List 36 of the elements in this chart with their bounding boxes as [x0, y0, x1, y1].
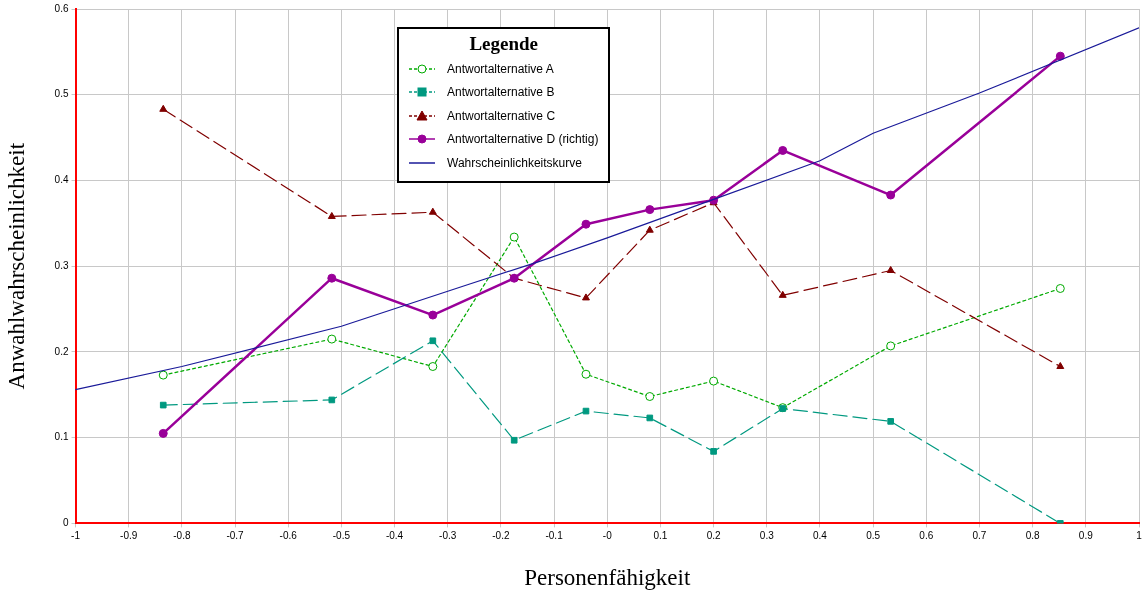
y-axis-title: Anwahlwahrscheinlichkeit	[3, 142, 29, 390]
x-tick-label: 0.9	[1078, 530, 1094, 542]
x-tick-label: -0	[602, 530, 613, 542]
y-tick-label: 0.4	[54, 174, 69, 186]
x-axis-title: Personenfähigkeit	[524, 565, 691, 591]
y-tick-label: 0.1	[54, 431, 69, 443]
x-tick-label: 1	[1136, 530, 1143, 542]
x-tick-label: -0.8	[173, 530, 191, 542]
x-tick-label: 0.1	[653, 530, 668, 542]
x-tick-label: -0.1	[545, 530, 564, 542]
y-tick-label: 0.6	[54, 2, 69, 14]
legend-label: Antwortalternative D (richtig)	[447, 132, 599, 147]
x-tick-label: -0.9	[120, 530, 138, 542]
x-tick-label: 0.3	[759, 530, 775, 542]
x-tick-label: 0.4	[813, 530, 828, 542]
legend-label: Antwortalternative A	[447, 61, 554, 76]
y-tick-label: 0	[62, 517, 69, 529]
x-tick-label: 0.2	[706, 530, 721, 542]
legend-title: Legende	[468, 33, 539, 55]
x-tick-label: -0.4	[385, 530, 404, 542]
y-tick-label: 0.2	[54, 345, 69, 357]
x-tick-label: -0.6	[279, 530, 298, 542]
x-tick-label: -0.2	[492, 530, 510, 542]
x-tick-label: 0.5	[866, 530, 881, 542]
x-tick-label: 0.8	[1025, 530, 1041, 542]
legend-label: Antwortalternative B	[447, 85, 555, 100]
x-tick-label: -0.3	[439, 530, 457, 542]
y-tick-label: 0.3	[54, 259, 69, 271]
legend-label: Wahrscheinlichkeitskurve	[447, 155, 582, 170]
y-tick-label: 0.5	[54, 88, 69, 100]
x-tick-label: -0.7	[226, 530, 245, 542]
legend-label: Antwortalternative C	[447, 108, 556, 123]
x-tick-label: -1	[71, 530, 81, 542]
x-tick-label: 0.7	[972, 530, 987, 542]
x-tick-label: 0.6	[919, 530, 934, 542]
x-tick-label: -0.5	[332, 530, 351, 542]
